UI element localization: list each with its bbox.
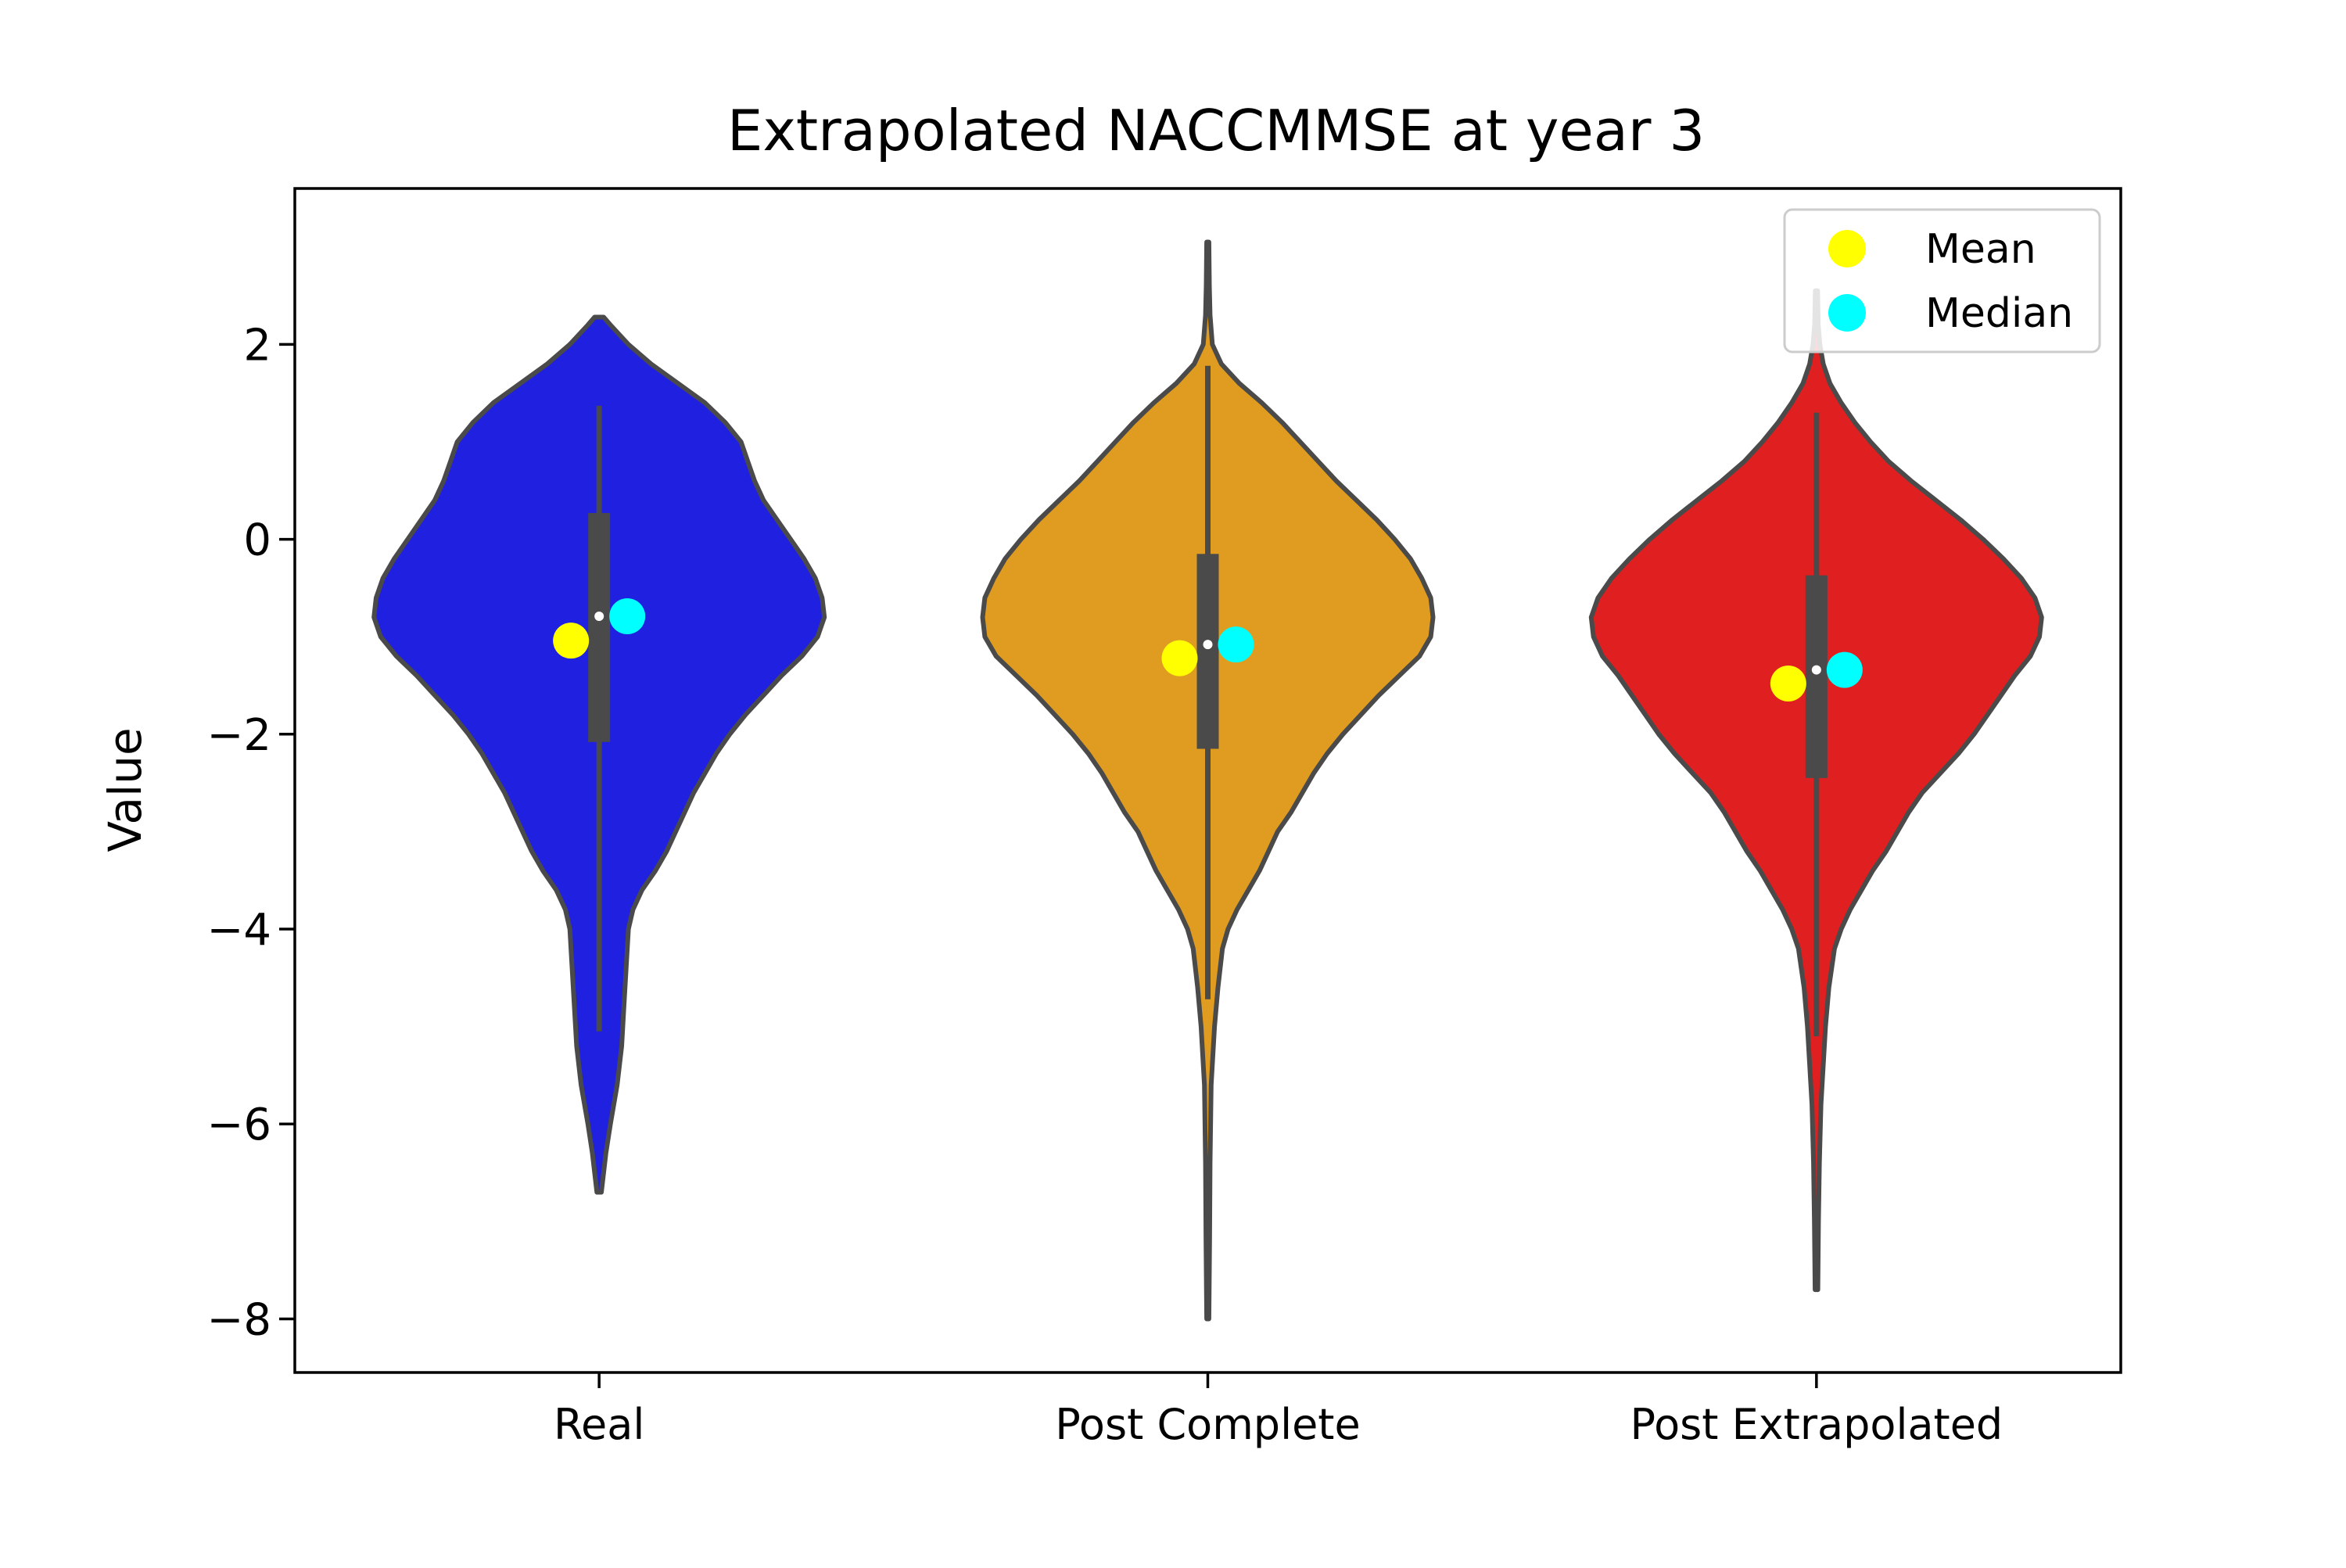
x-tick-label: Post Complete	[1055, 1400, 1360, 1449]
legend-marker	[1828, 230, 1866, 267]
legend-label: Median	[1925, 290, 2073, 337]
mean-marker	[553, 623, 590, 659]
violin-iqr-box	[1196, 554, 1219, 749]
legend-marker	[1828, 294, 1866, 332]
violins-layer	[371, 239, 2044, 1322]
violin-median-dot	[1811, 665, 1821, 675]
y-tick-label: 0	[243, 515, 271, 566]
x-tick-label: Real	[554, 1400, 644, 1449]
y-tick-label: −8	[206, 1294, 271, 1345]
y-axis-label: Value	[99, 727, 152, 852]
y-tick-label: 2	[243, 320, 271, 371]
median-marker	[1826, 651, 1863, 688]
violin-iqr-box	[1805, 575, 1828, 778]
median-marker	[609, 598, 646, 635]
violin-median-dot	[1203, 640, 1213, 650]
chart-title: Extrapolated NACCMMSE at year 3	[727, 98, 1705, 163]
x-axis: Real Post Complete Post Extrapolated	[554, 1372, 2003, 1449]
y-tick-label: −6	[206, 1100, 271, 1150]
y-tick-label: −2	[206, 710, 271, 761]
legend-label: Mean	[1925, 226, 2036, 273]
y-tick-label: −4	[206, 905, 271, 956]
median-marker	[1218, 626, 1254, 663]
violin-median-dot	[594, 612, 604, 622]
legend: Mean Median	[1783, 208, 2101, 353]
x-tick-label: Post Extrapolated	[1630, 1400, 2003, 1449]
mean-marker	[1770, 666, 1806, 702]
violin-iqr-box	[588, 512, 611, 742]
y-axis: 2 0 −2 −4 −6 −8	[206, 320, 295, 1345]
mean-marker	[1161, 640, 1198, 676]
markers-layer	[553, 598, 1863, 702]
